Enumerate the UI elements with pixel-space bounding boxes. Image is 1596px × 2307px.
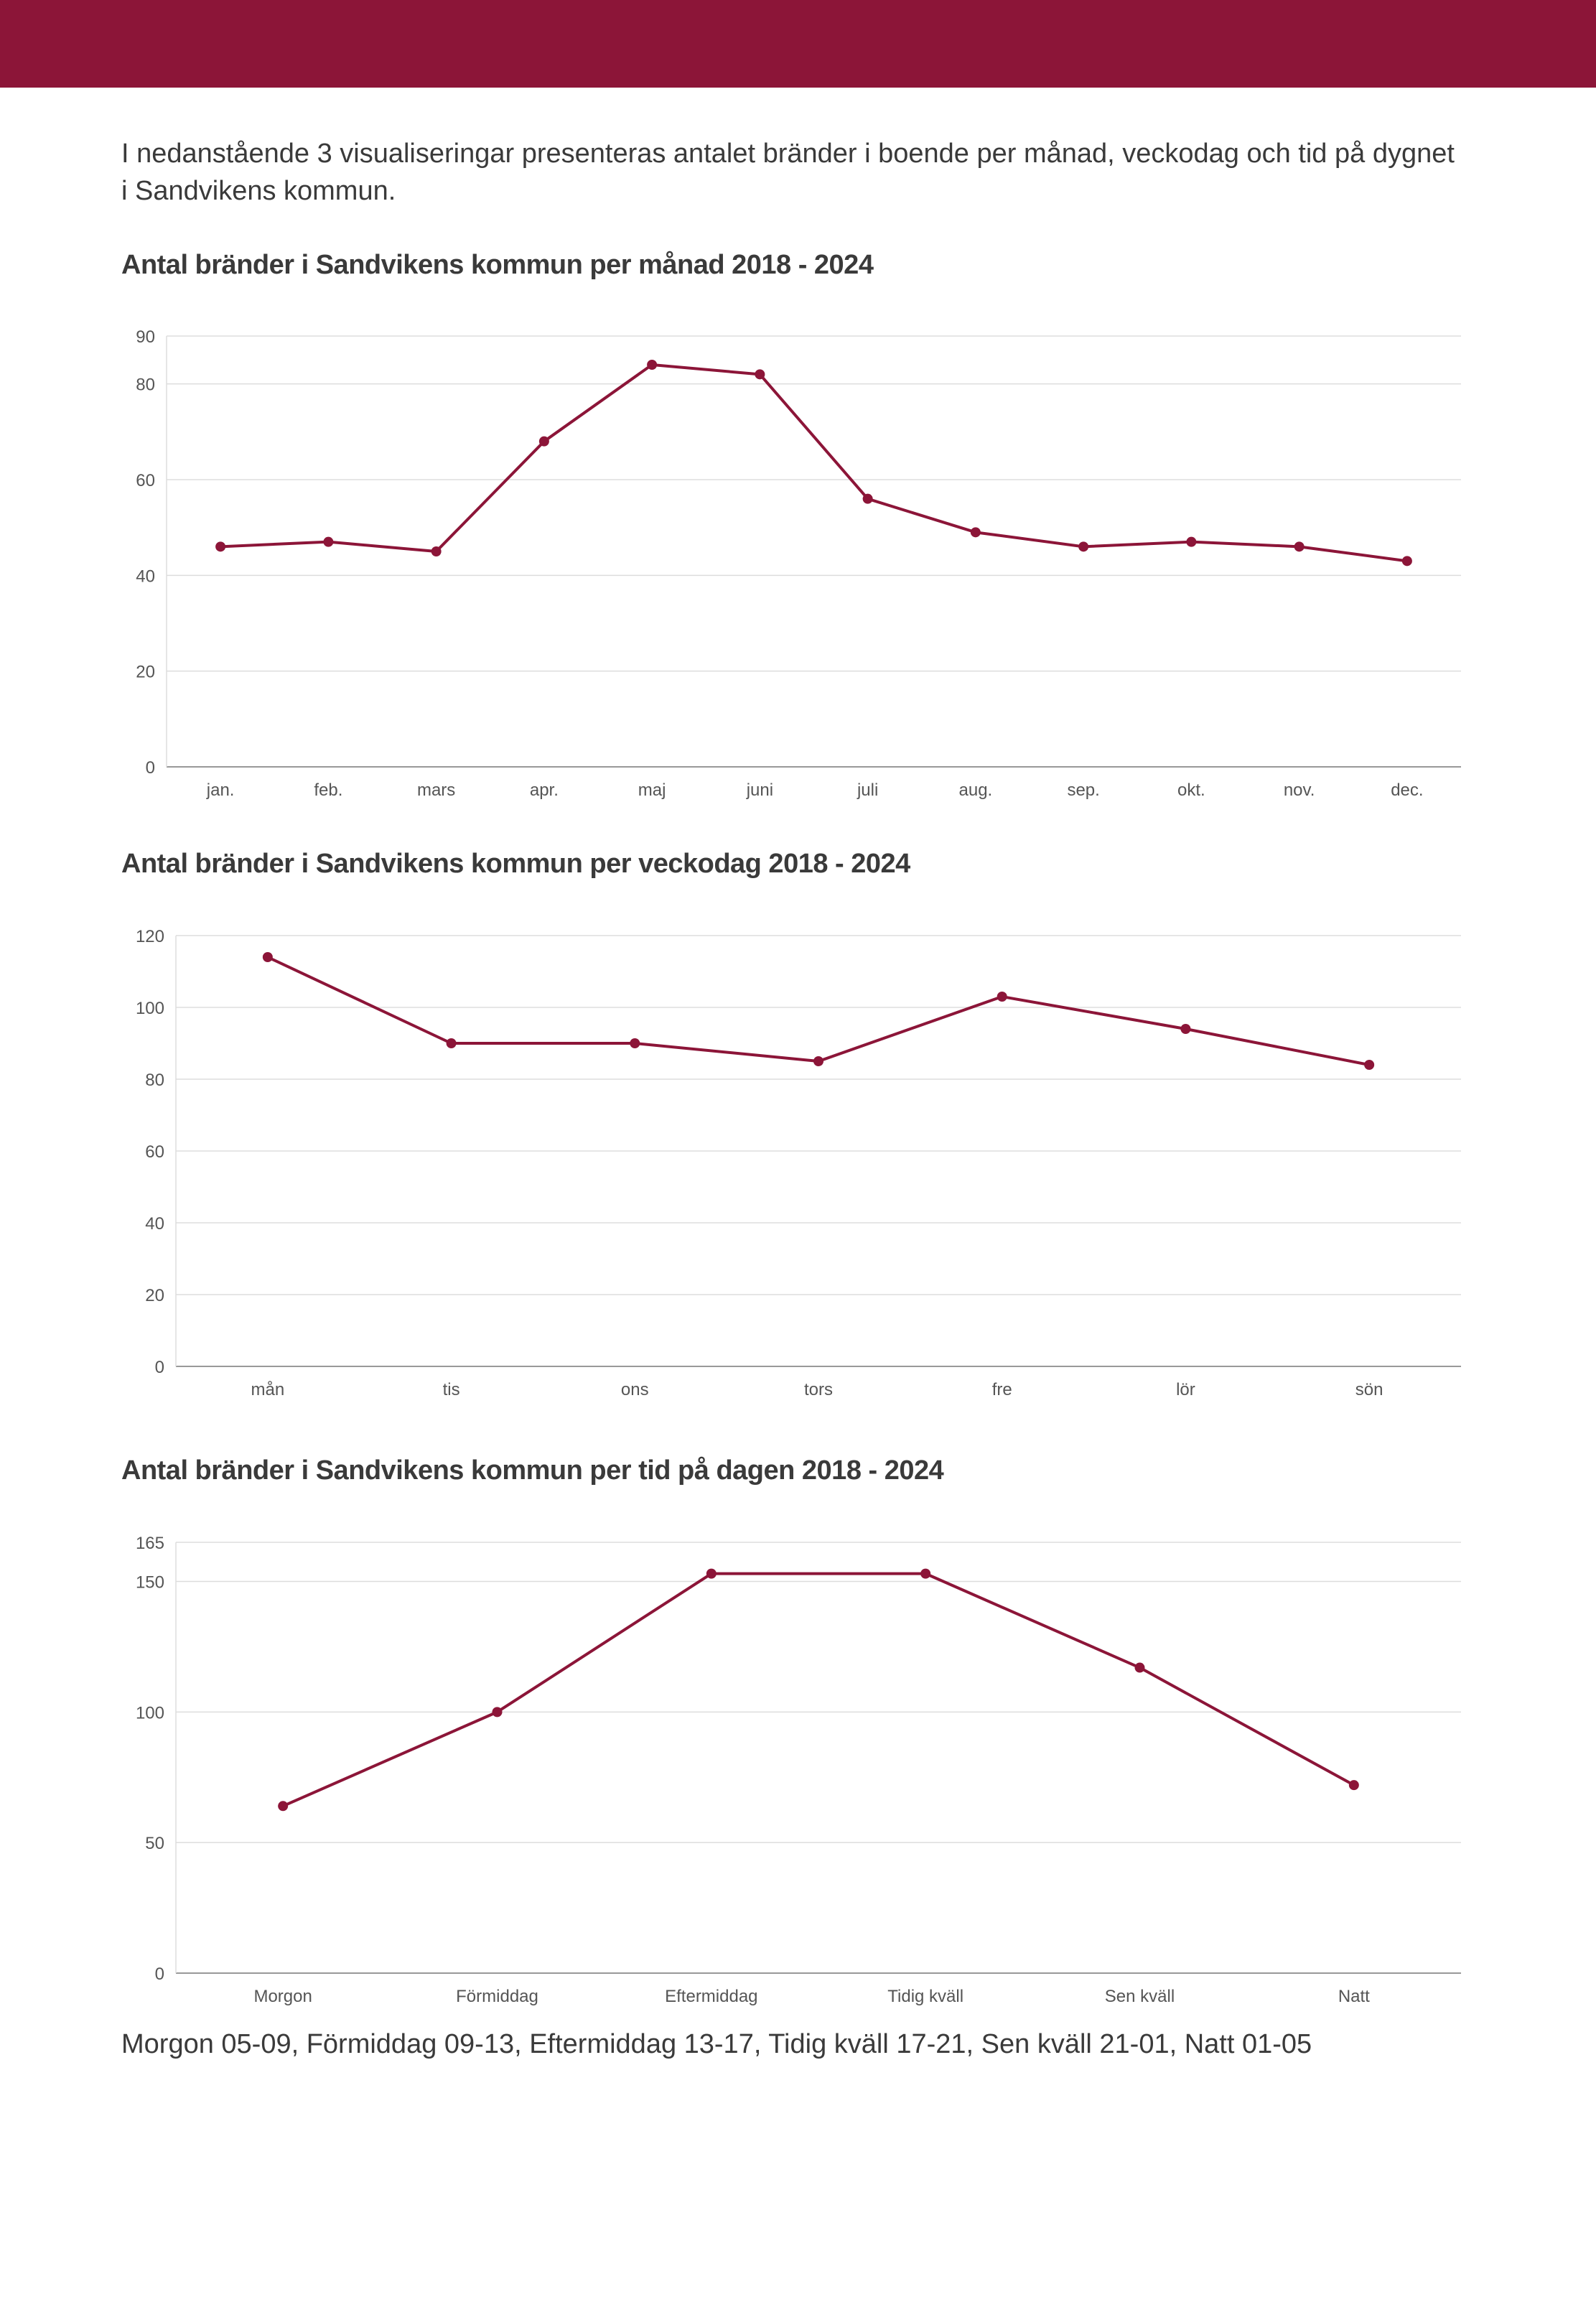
data-point <box>997 992 1007 1002</box>
data-point <box>323 536 334 547</box>
data-point <box>813 1056 823 1066</box>
x-tick-label: sön <box>1355 1380 1383 1399</box>
data-point <box>1186 536 1197 547</box>
intro-text: I nedanstående 3 visualiseringar present… <box>121 139 1455 206</box>
data-point <box>1294 541 1305 552</box>
data-point <box>1180 1024 1191 1034</box>
x-tick-label: juni <box>746 780 773 800</box>
data-point <box>278 1801 289 1812</box>
y-tick-label: 90 <box>136 327 155 347</box>
x-tick-label: lör <box>1176 1380 1195 1399</box>
data-point <box>630 1038 640 1048</box>
x-tick-label: Morgon <box>253 1987 312 2006</box>
chart-fires-per-time-of-day: 0 50 100 150 165 Morgon Förmiddag Eftermiddag Ti… <box>136 1534 1461 2006</box>
y-tick-label: 100 <box>136 999 164 1018</box>
x-tick-label: jan. <box>206 780 235 800</box>
data-point <box>431 546 442 556</box>
data-point <box>706 1568 717 1579</box>
chart-title-time-of-day: Antal bränder i Sandvikens kommun per ti… <box>121 1455 944 1486</box>
data-point <box>1364 1060 1375 1070</box>
x-tick-label: juli <box>857 780 878 800</box>
x-tick-label: aug. <box>959 780 993 800</box>
time-period-footnote: Morgon 05-09, Förmiddag 09-13, Eftermidd… <box>121 2029 1312 2059</box>
x-tick-label: Natt <box>1338 1987 1370 2006</box>
data-point <box>446 1038 457 1048</box>
x-tick-label: tis <box>443 1380 460 1399</box>
y-tick-label: 0 <box>146 758 155 778</box>
x-tick-label: Förmiddag <box>456 1987 538 2006</box>
y-tick-label: 20 <box>136 663 155 682</box>
x-tick-label: Sen kväll <box>1105 1987 1175 2006</box>
x-tick-label: Eftermiddag <box>665 1987 757 2006</box>
y-tick-label: 0 <box>155 1965 164 1984</box>
data-point <box>970 527 981 538</box>
series-line <box>267 956 1370 1066</box>
data-point <box>862 493 873 504</box>
x-tick-label: okt. <box>1177 780 1205 800</box>
data-point <box>1401 556 1412 567</box>
x-tick-label: sep. <box>1067 780 1099 800</box>
y-tick-label: 165 <box>136 1534 164 1553</box>
y-tick-label: 40 <box>136 567 155 586</box>
y-tick-label: 0 <box>155 1358 164 1377</box>
chart-fires-per-weekday: 0 20 40 60 80 100 120 mån tis ons tors fre lör sön <box>136 927 1461 1399</box>
y-tick-label: 150 <box>136 1573 164 1593</box>
x-tick-label: apr. <box>530 780 559 800</box>
y-tick-label: 80 <box>136 376 155 395</box>
data-point <box>755 369 765 380</box>
chart-title-weekday: Antal bränder i Sandvikens kommun per ve… <box>121 849 910 879</box>
x-tick-label: ons <box>621 1380 649 1399</box>
data-point <box>492 1707 503 1718</box>
y-tick-label: 60 <box>145 1142 164 1162</box>
x-tick-label: mars <box>417 780 455 800</box>
data-point <box>920 1568 931 1579</box>
x-tick-label: Tidig kväll <box>887 1987 963 2006</box>
chart-fires-per-month: 0 20 40 60 80 90 jan. feb. mars apr. maj juni juli au… <box>136 327 1461 800</box>
data-point <box>262 952 273 962</box>
data-point <box>215 541 226 552</box>
series-line <box>282 1572 1355 1808</box>
header-bar <box>0 0 1596 88</box>
y-tick-label: 60 <box>136 471 155 490</box>
y-tick-label: 20 <box>145 1286 164 1305</box>
y-tick-label: 50 <box>145 1834 164 1853</box>
x-tick-label: mån <box>251 1380 285 1399</box>
data-point <box>1348 1780 1359 1791</box>
x-tick-label: nov. <box>1284 780 1315 800</box>
x-tick-label: maj <box>638 780 666 800</box>
data-point <box>647 360 658 370</box>
chart-title-month: Antal bränder i Sandvikens kommun per må… <box>121 250 874 280</box>
x-tick-label: dec. <box>1391 780 1423 800</box>
x-tick-label: fre <box>992 1380 1012 1399</box>
series-line <box>220 363 1408 563</box>
x-tick-label: feb. <box>314 780 342 800</box>
data-point <box>1078 541 1089 552</box>
y-tick-label: 100 <box>136 1703 164 1723</box>
data-point <box>1134 1662 1145 1673</box>
data-point <box>538 436 549 447</box>
y-tick-label: 80 <box>145 1071 164 1090</box>
x-tick-label: tors <box>804 1380 833 1399</box>
y-tick-label: 120 <box>136 927 164 946</box>
y-tick-label: 40 <box>145 1214 164 1234</box>
